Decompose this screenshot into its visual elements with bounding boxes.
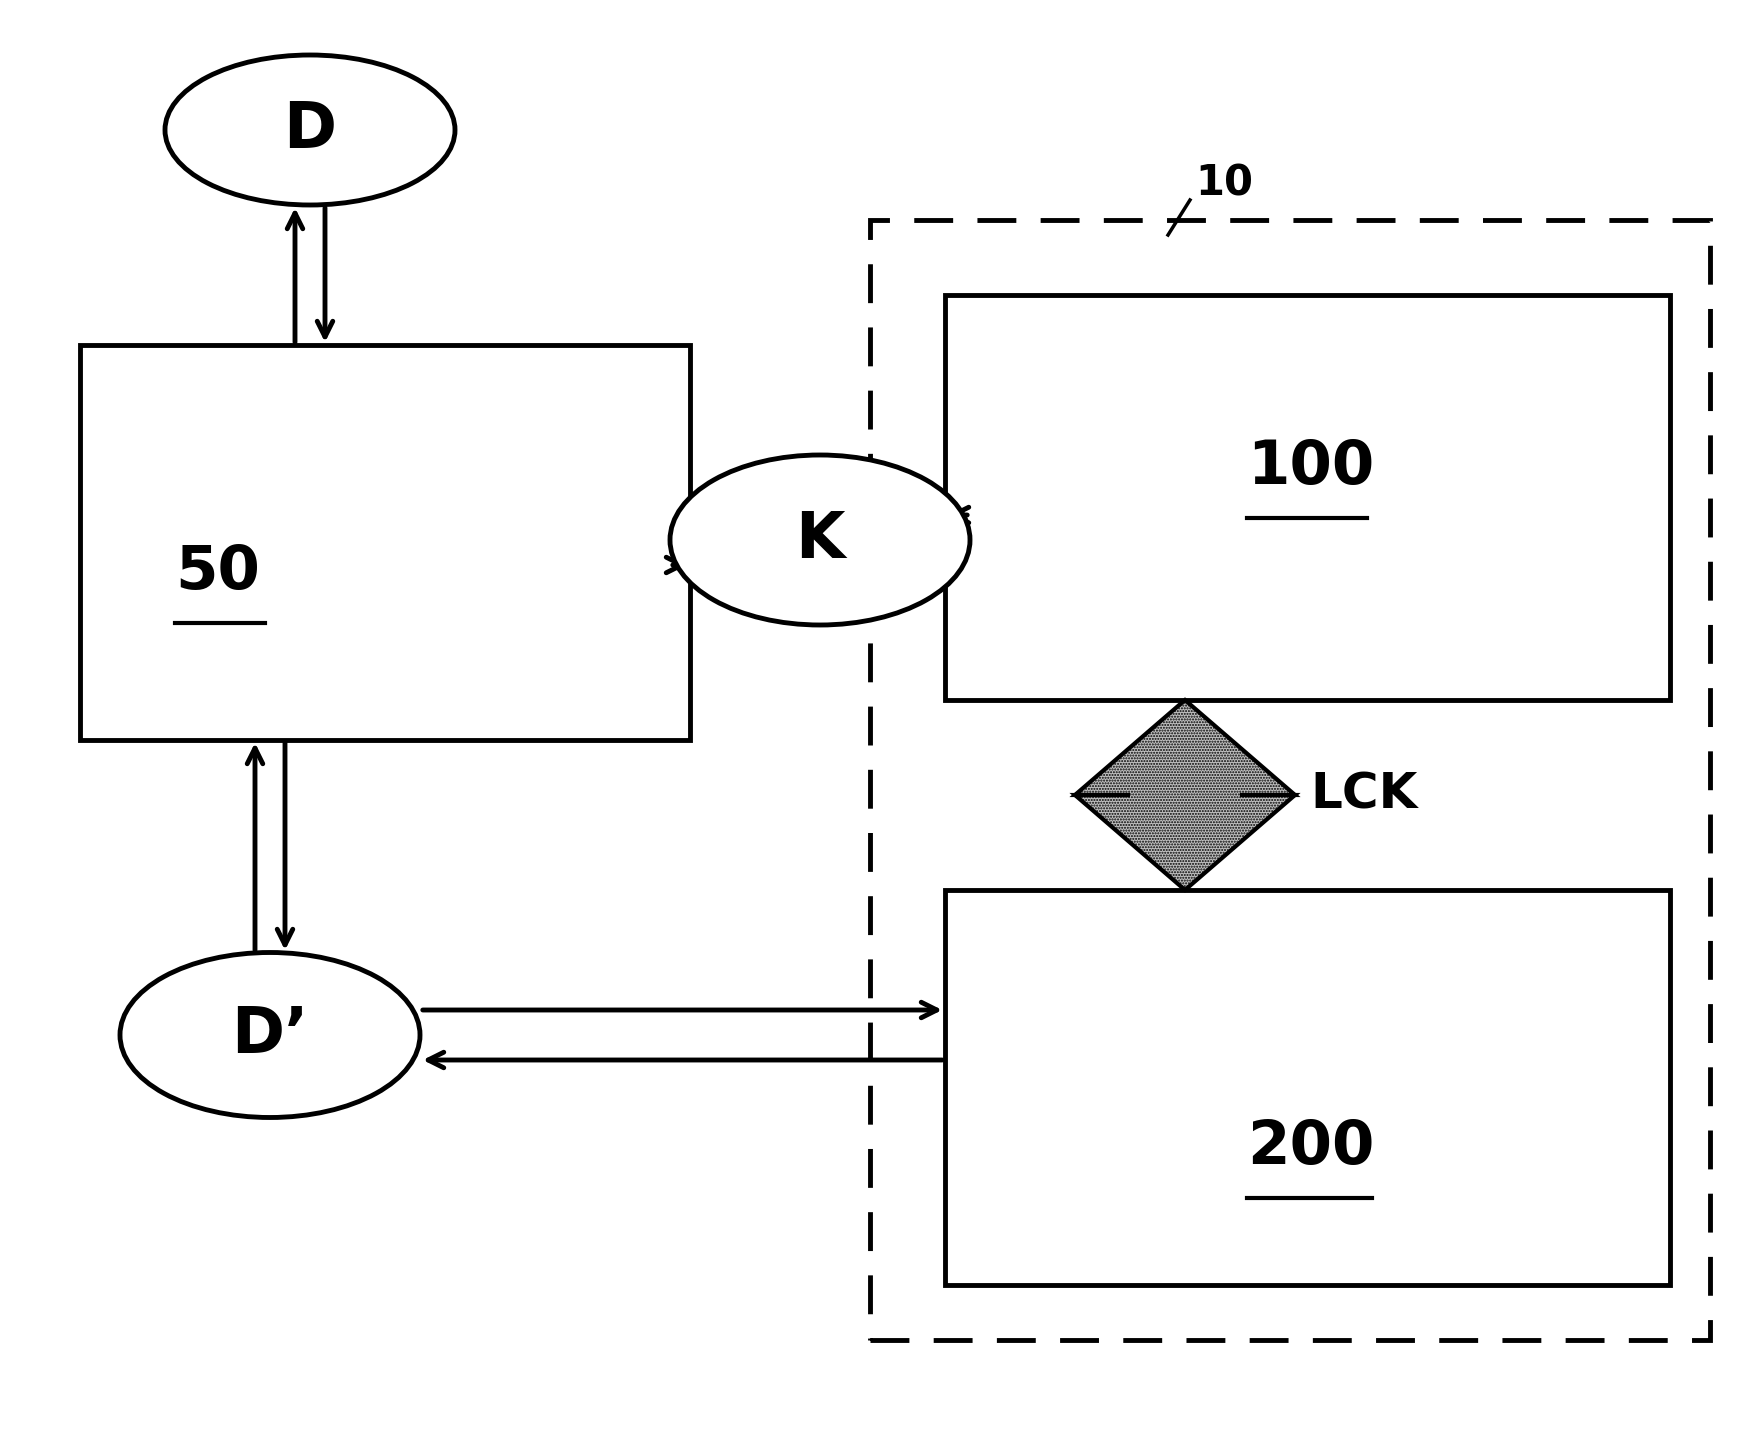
- Ellipse shape: [119, 952, 420, 1117]
- Ellipse shape: [165, 55, 455, 204]
- Polygon shape: [1074, 700, 1295, 890]
- Bar: [945, 295, 1669, 700]
- Bar: [870, 220, 1710, 1341]
- Text: 50: 50: [176, 543, 260, 602]
- Text: 200: 200: [1247, 1117, 1374, 1176]
- Text: K: K: [794, 508, 845, 572]
- Text: LCK: LCK: [1309, 770, 1416, 819]
- Text: D’: D’: [232, 1004, 309, 1066]
- Bar: [945, 890, 1669, 1284]
- Text: 10: 10: [1195, 163, 1253, 204]
- Text: 100: 100: [1247, 438, 1374, 497]
- Bar: [81, 346, 689, 740]
- Ellipse shape: [669, 455, 970, 625]
- Text: D: D: [283, 99, 336, 161]
